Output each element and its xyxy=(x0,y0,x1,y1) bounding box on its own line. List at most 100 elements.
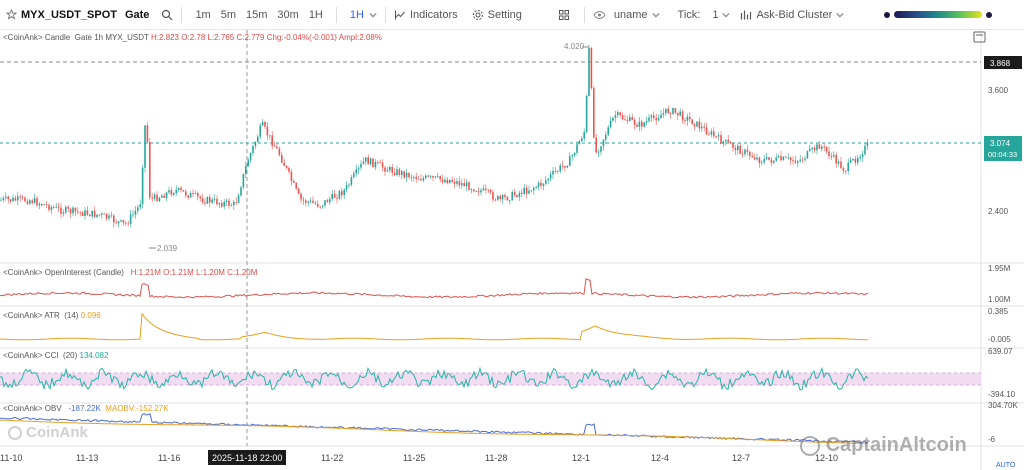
candle-body xyxy=(300,193,302,200)
candle-body xyxy=(667,108,669,114)
chevron-down-icon[interactable] xyxy=(722,11,731,19)
setting-button[interactable]: Setting xyxy=(487,8,522,21)
screenshot-icon[interactable] xyxy=(973,31,986,43)
candle-body xyxy=(631,117,633,120)
interval-1h[interactable]: 1H xyxy=(308,8,323,21)
candle-body xyxy=(405,172,408,178)
candle-body xyxy=(422,177,425,181)
candle-body xyxy=(158,197,161,202)
cci-band xyxy=(0,373,981,385)
active-interval-selector[interactable]: 1H xyxy=(349,8,364,21)
candle-body xyxy=(410,177,413,178)
oi-axis-bottom: 1.00M xyxy=(988,295,1011,304)
candle-body xyxy=(595,137,597,153)
candle-countdown: 00:04:33 xyxy=(988,150,1017,159)
favorite-star-icon[interactable] xyxy=(6,9,17,20)
chart-canvas[interactable]: 4.020 2.039 3.868 3.600 3.074 00:04:33 2… xyxy=(0,30,1024,470)
cci-axis-top: 639.07 xyxy=(988,347,1013,356)
candle-body xyxy=(434,176,437,178)
candle-body xyxy=(650,115,653,118)
open-interest-line xyxy=(0,278,869,299)
candle-body xyxy=(269,135,271,137)
time-label: 11-16 xyxy=(158,453,180,463)
gradient-min-handle[interactable] xyxy=(884,11,891,18)
candle-body xyxy=(420,179,422,181)
candle-body xyxy=(729,142,732,144)
indicators-button[interactable]: Indicators xyxy=(409,8,458,21)
chevron-down-icon[interactable] xyxy=(369,11,377,19)
candle-body xyxy=(117,221,120,224)
candle-body xyxy=(809,149,811,152)
coinank-watermark-text: CoinAnk xyxy=(26,424,88,441)
exchange-name[interactable]: Gate xyxy=(124,8,150,21)
tick-selector[interactable]: 1 xyxy=(712,8,719,21)
candle-body xyxy=(813,147,816,151)
candle-body xyxy=(221,203,223,207)
interval-5m[interactable]: 5m xyxy=(220,8,236,21)
candle-body xyxy=(528,190,530,194)
user-selector[interactable]: uname xyxy=(613,8,648,21)
candle-body xyxy=(50,207,53,210)
candle-body xyxy=(223,201,225,207)
search-icon[interactable] xyxy=(161,9,173,21)
candle-body xyxy=(523,187,525,194)
cci-axis-bottom: -394.10 xyxy=(988,390,1016,399)
candle-body xyxy=(497,195,499,200)
candle-body xyxy=(811,147,813,150)
candle-body xyxy=(101,213,103,215)
oi-open: O:1.21M xyxy=(163,268,194,277)
crosshair-time-text: 2025-11-18 22:00 xyxy=(212,453,282,463)
candle-body xyxy=(660,114,662,119)
candle-body xyxy=(278,148,281,156)
chevron-down-icon[interactable] xyxy=(651,11,660,19)
heatmap-color-scale[interactable] xyxy=(894,11,983,18)
candle-body xyxy=(453,181,456,184)
candle-body xyxy=(261,122,264,126)
setting-gear-icon[interactable] xyxy=(472,9,484,21)
candle-body xyxy=(710,131,713,135)
candle-body xyxy=(45,204,48,206)
candle-body xyxy=(458,181,461,186)
atr-param: (14) xyxy=(64,311,79,320)
candle-body xyxy=(182,190,185,192)
candle-body xyxy=(338,191,341,199)
eye-icon[interactable] xyxy=(593,9,606,21)
candle-body xyxy=(333,193,336,198)
gradient-max-handle[interactable] xyxy=(986,11,993,18)
ask-bid-cluster-selector[interactable]: Ask-Bid Cluster xyxy=(756,8,833,21)
cluster-icon[interactable] xyxy=(740,9,752,21)
candle-body xyxy=(365,157,367,162)
indicators-icon[interactable] xyxy=(394,9,406,21)
cci-param: (20) xyxy=(63,351,78,360)
candle-body xyxy=(521,192,523,194)
candle-body xyxy=(619,112,621,116)
candle-body xyxy=(242,173,245,188)
candle-body xyxy=(389,166,391,171)
candle-body xyxy=(456,181,458,184)
auto-scale-button[interactable]: AUTO xyxy=(996,462,1016,469)
candle-body xyxy=(763,158,765,163)
interval-30m[interactable]: 30m xyxy=(277,8,299,21)
candle-body xyxy=(137,207,139,211)
candle-body xyxy=(629,117,631,121)
candle-body xyxy=(290,171,293,181)
atr-title: <CoinAnk> ATR xyxy=(3,311,60,320)
candle-body xyxy=(55,206,57,208)
candle-body xyxy=(444,179,446,183)
candle-body xyxy=(213,198,216,200)
interval-1m[interactable]: 1m xyxy=(195,8,211,21)
candle-body xyxy=(621,115,624,120)
candle-body xyxy=(525,187,528,194)
candle-body xyxy=(197,193,199,197)
layout-grid-icon[interactable] xyxy=(558,9,570,21)
chevron-down-icon[interactable] xyxy=(836,11,844,19)
candle-body xyxy=(842,168,845,171)
interval-15m[interactable]: 15m xyxy=(246,8,268,21)
cci-value: 134.082 xyxy=(79,351,109,360)
candle-body xyxy=(43,204,45,206)
candle-body xyxy=(679,111,681,116)
candle-body xyxy=(463,183,465,187)
cci-legend: <CoinAnk> CCI (20) 134.082 xyxy=(3,351,108,360)
symbol-name[interactable]: MYX_USDT_SPOT xyxy=(21,8,117,21)
divider xyxy=(583,6,585,23)
